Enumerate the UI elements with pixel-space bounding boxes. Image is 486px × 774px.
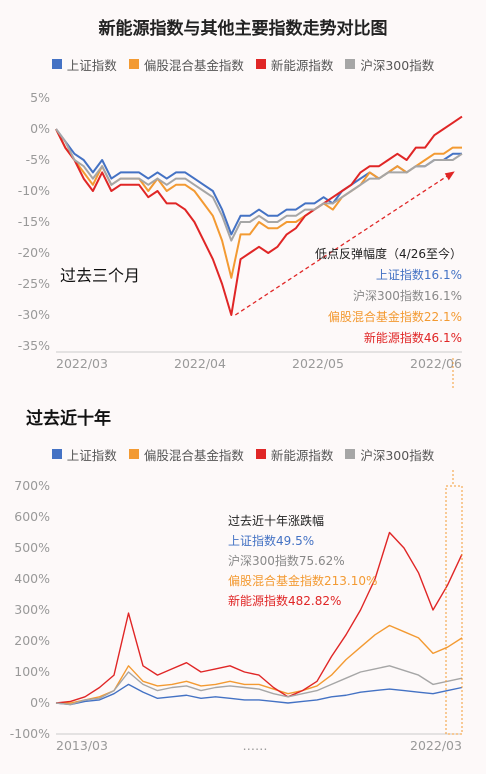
legend-swatch bbox=[51, 59, 62, 69]
legend-label: 偏股混合基金指数 bbox=[143, 57, 244, 73]
legend-swatch bbox=[255, 59, 266, 69]
highlight-box bbox=[445, 485, 463, 735]
y-tick-label: 0% bbox=[30, 695, 50, 710]
section-title-3m: 过去三个月 bbox=[60, 266, 141, 285]
legend-label: 沪深300指数 bbox=[360, 57, 435, 73]
y-tick-label: 5% bbox=[30, 90, 50, 105]
legend-swatch bbox=[345, 59, 356, 69]
series-line bbox=[55, 115, 463, 316]
annotation-line: 上证指数49.5% bbox=[228, 533, 314, 548]
series-line bbox=[55, 531, 463, 704]
legend-label: 新能源指数 bbox=[270, 447, 334, 463]
legend-bottom: 上证指数 偏股混合基金指数 新能源指数 沪深300指数 bbox=[0, 444, 486, 464]
legend-item: 上证指数 bbox=[51, 444, 117, 464]
y-tick-label: 500% bbox=[14, 540, 50, 555]
y-tick-label: -5% bbox=[26, 152, 50, 167]
legend-swatch bbox=[255, 449, 266, 459]
y-tick-label: 700% bbox=[14, 478, 50, 493]
y-tick-label: -100% bbox=[10, 726, 50, 741]
x-tick-label: 2022/03 bbox=[410, 738, 462, 753]
legend-swatch bbox=[51, 449, 62, 459]
annotation-title: 过去近十年涨跌幅 bbox=[228, 513, 324, 528]
series-line bbox=[55, 128, 463, 242]
legend-swatch bbox=[128, 59, 139, 69]
legend-top: 上证指数 偏股混合基金指数 新能源指数 沪深300指数 bbox=[0, 54, 486, 74]
legend-item: 偏股混合基金指数 bbox=[128, 54, 244, 74]
y-tick-label: -15% bbox=[18, 214, 50, 229]
y-tick-label: 0% bbox=[30, 121, 50, 136]
legend-item: 沪深300指数 bbox=[345, 444, 434, 464]
legend-label: 上证指数 bbox=[66, 447, 117, 463]
y-tick-label: -25% bbox=[18, 276, 50, 291]
legend-item: 沪深300指数 bbox=[345, 54, 434, 74]
x-tick-label: 2013/03 bbox=[56, 738, 108, 753]
legend-item: 新能源指数 bbox=[255, 54, 334, 74]
legend-label: 偏股混合基金指数 bbox=[143, 447, 244, 463]
series-line bbox=[56, 624, 463, 704]
y-tick-label: 600% bbox=[14, 509, 50, 524]
series-line bbox=[55, 683, 463, 706]
legend-swatch bbox=[345, 449, 356, 459]
x-tick-label: 2022/04 bbox=[174, 356, 226, 371]
legend-item: 上证指数 bbox=[51, 54, 117, 74]
annotation-line: 新能源指数482.82% bbox=[228, 593, 341, 608]
legend-label: 新能源指数 bbox=[270, 57, 334, 73]
annotation-line: 偏股混合基金指数22.1% bbox=[328, 309, 462, 324]
annotation-line: 上证指数16.1% bbox=[376, 267, 462, 282]
y-tick-label: -30% bbox=[18, 307, 50, 322]
series-line bbox=[55, 665, 463, 706]
trend-arrow bbox=[234, 171, 454, 316]
y-tick-label: -35% bbox=[18, 338, 50, 353]
annotation-line: 偏股混合基金指数213.10% bbox=[228, 573, 377, 588]
x-tick-label: 2022/05 bbox=[292, 356, 344, 371]
x-tick-label: 2022/06 bbox=[410, 356, 462, 371]
legend-item: 新能源指数 bbox=[255, 444, 334, 464]
x-tick-label: 2022/03 bbox=[56, 356, 108, 371]
annotation-line: 新能源指数46.1% bbox=[364, 330, 462, 345]
x-tick-label: …… bbox=[243, 738, 268, 753]
annotation-line: 沪深300指数16.1% bbox=[353, 288, 462, 303]
legend-item: 偏股混合基金指数 bbox=[128, 444, 244, 464]
legend-label: 上证指数 bbox=[66, 57, 117, 73]
legend-label: 沪深300指数 bbox=[360, 447, 435, 463]
annotation-title: 低点反弹幅度（4/26至今） bbox=[315, 246, 462, 261]
chart-3-months: 5% 0% -5% -10% -15% -20% -25% -30% -35% 2022/03 20… bbox=[18, 90, 463, 390]
trend-arrowhead bbox=[444, 171, 455, 181]
section-title-10y: 过去近十年 bbox=[26, 409, 111, 429]
y-tick-label: 200% bbox=[14, 633, 50, 648]
annotation-line: 沪深300指数75.62% bbox=[228, 553, 345, 568]
y-tick-label: -20% bbox=[18, 245, 50, 260]
y-tick-label: 400% bbox=[14, 571, 50, 586]
legend-swatch bbox=[128, 449, 139, 459]
chart-title: 新能源指数与其他主要指数走势对比图 bbox=[98, 19, 388, 39]
y-tick-label: -10% bbox=[18, 183, 50, 198]
y-tick-label: 100% bbox=[14, 664, 50, 679]
chart-10-years: 700% 600% 500% 400% 300% 200% 100% 0% -100% 2013/… bbox=[10, 470, 463, 753]
y-tick-label: 300% bbox=[14, 602, 50, 617]
